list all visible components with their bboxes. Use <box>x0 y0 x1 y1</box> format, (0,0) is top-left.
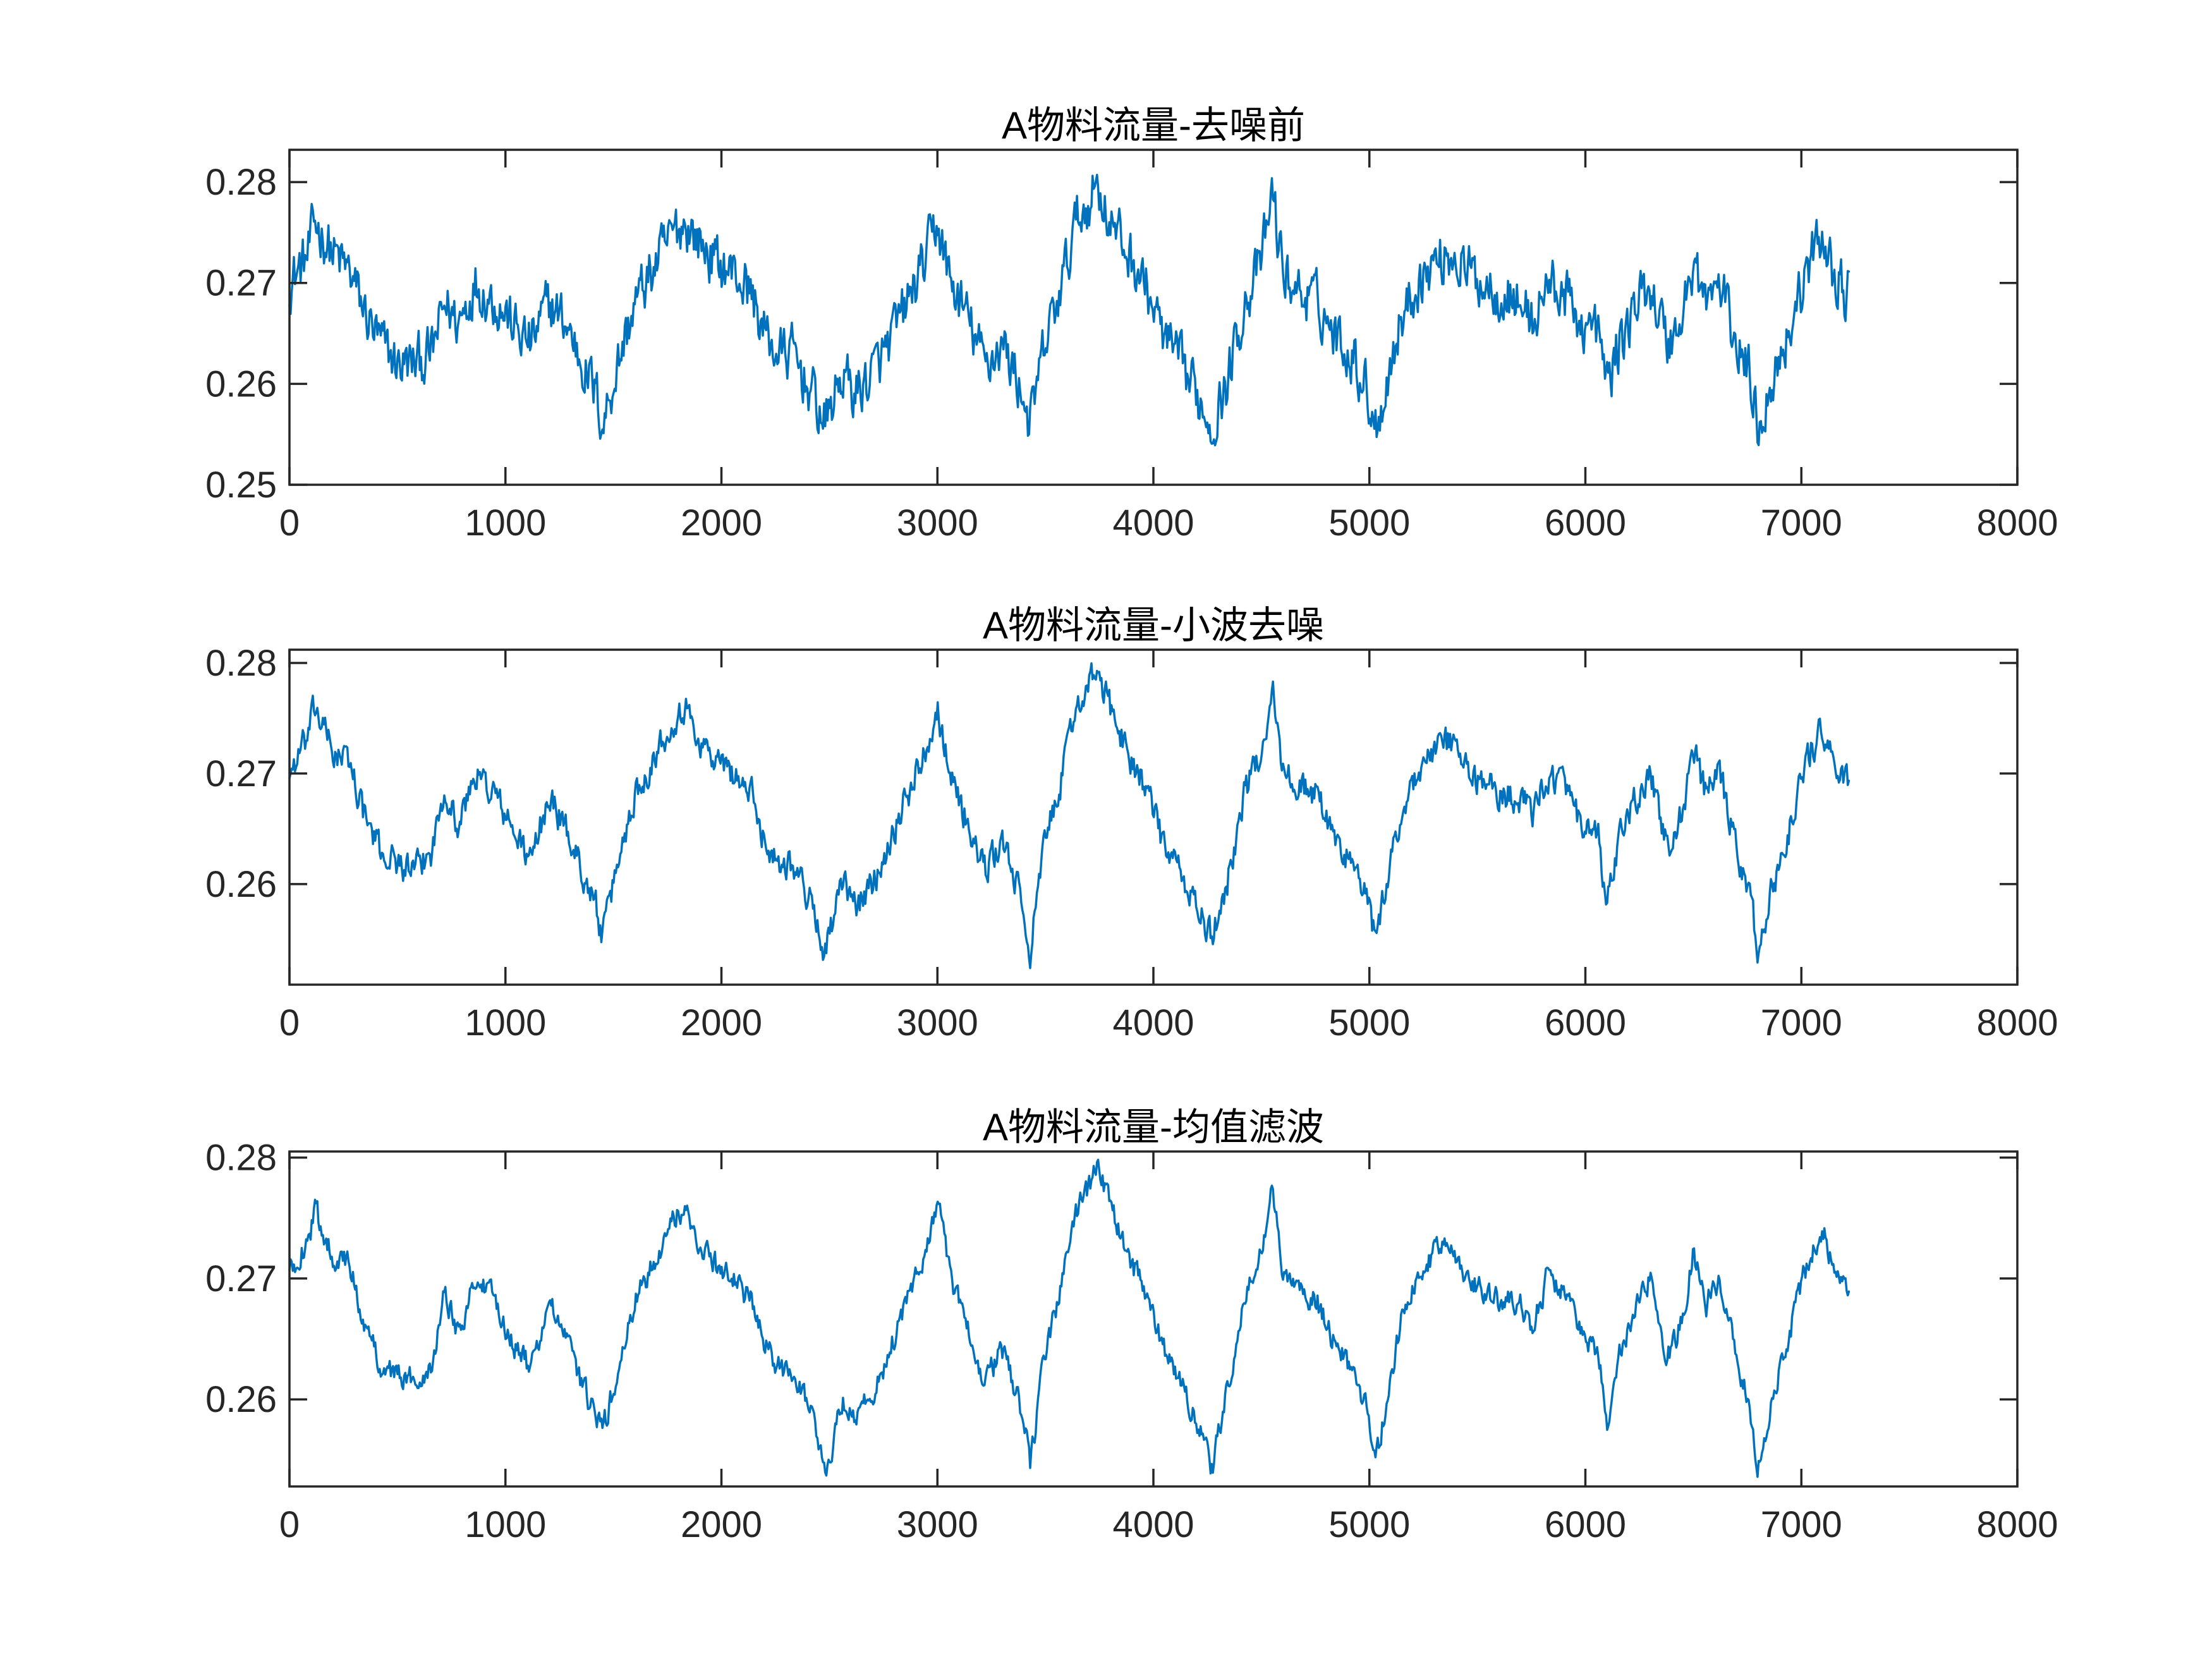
x-tick-label: 3000 <box>897 1504 978 1545</box>
y-tick-label: 0.26 <box>205 1379 277 1420</box>
y-tick-label: 0.26 <box>205 363 277 404</box>
x-tick-label: 3000 <box>897 502 978 544</box>
chart-panel-3: 0 1000 2000 3000 4000 5000 6000 7000 8000 0.26 0.2… <box>205 1106 2058 1545</box>
chart-panel-2: 0 1000 2000 3000 4000 5000 6000 7000 8000 0.26 0.2… <box>205 604 2058 1043</box>
y-tick-label: 0.25 <box>205 465 277 506</box>
x-tick-label: 6000 <box>1545 502 1626 544</box>
x-tick-label: 3000 <box>897 1002 978 1043</box>
series-line-3 <box>288 1158 1850 1478</box>
x-tick-label: 8000 <box>1976 1002 2058 1043</box>
series-line-1 <box>288 173 1850 447</box>
x-tick-label: 4000 <box>1112 1002 1194 1043</box>
chart-title: A物料流量-均值滤波 <box>983 1106 1324 1148</box>
x-tick-label: 5000 <box>1328 1504 1410 1545</box>
x-tick-label: 8000 <box>1976 1504 2058 1545</box>
x-tick-label: 7000 <box>1761 1002 1842 1043</box>
x-tick-label: 2000 <box>681 1002 762 1043</box>
x-tick-label: 0 <box>279 1002 300 1043</box>
chart-panel-1: 0 1000 2000 3000 4000 5000 6000 7000 8000 0.25 0.2… <box>205 104 2058 544</box>
x-tick-label: 7000 <box>1761 1504 1842 1545</box>
y-tick-label: 0.28 <box>205 162 277 203</box>
x-tick-label: 0 <box>279 1504 300 1545</box>
y-tick-label: 0.28 <box>205 643 277 684</box>
x-tick-label: 5000 <box>1328 502 1410 544</box>
x-tick-label: 6000 <box>1545 1504 1626 1545</box>
x-tick-label: 2000 <box>681 1504 762 1545</box>
chart-title: A物料流量-小波去噪 <box>983 604 1324 647</box>
x-tick-label: 1000 <box>465 502 546 544</box>
y-tick-label: 0.26 <box>205 864 277 905</box>
x-tick-label: 0 <box>279 502 300 544</box>
x-tick-label: 1000 <box>465 1002 546 1043</box>
y-tick-label: 0.28 <box>205 1138 277 1179</box>
x-tick-label: 8000 <box>1976 502 2058 544</box>
x-tick-label: 5000 <box>1328 1002 1410 1043</box>
chart-title: A物料流量-去噪前 <box>1002 104 1305 147</box>
y-tick-label: 0.27 <box>205 263 277 304</box>
x-tick-label: 7000 <box>1761 502 1842 544</box>
y-tick-label: 0.27 <box>205 753 277 794</box>
x-tick-label: 4000 <box>1112 1504 1194 1545</box>
x-tick-label: 1000 <box>465 1504 546 1545</box>
x-tick-label: 2000 <box>681 502 762 544</box>
y-tick-label: 0.27 <box>205 1258 277 1299</box>
series-line-2 <box>288 662 1850 969</box>
x-tick-label: 4000 <box>1112 502 1194 544</box>
x-tick-label: 6000 <box>1545 1002 1626 1043</box>
